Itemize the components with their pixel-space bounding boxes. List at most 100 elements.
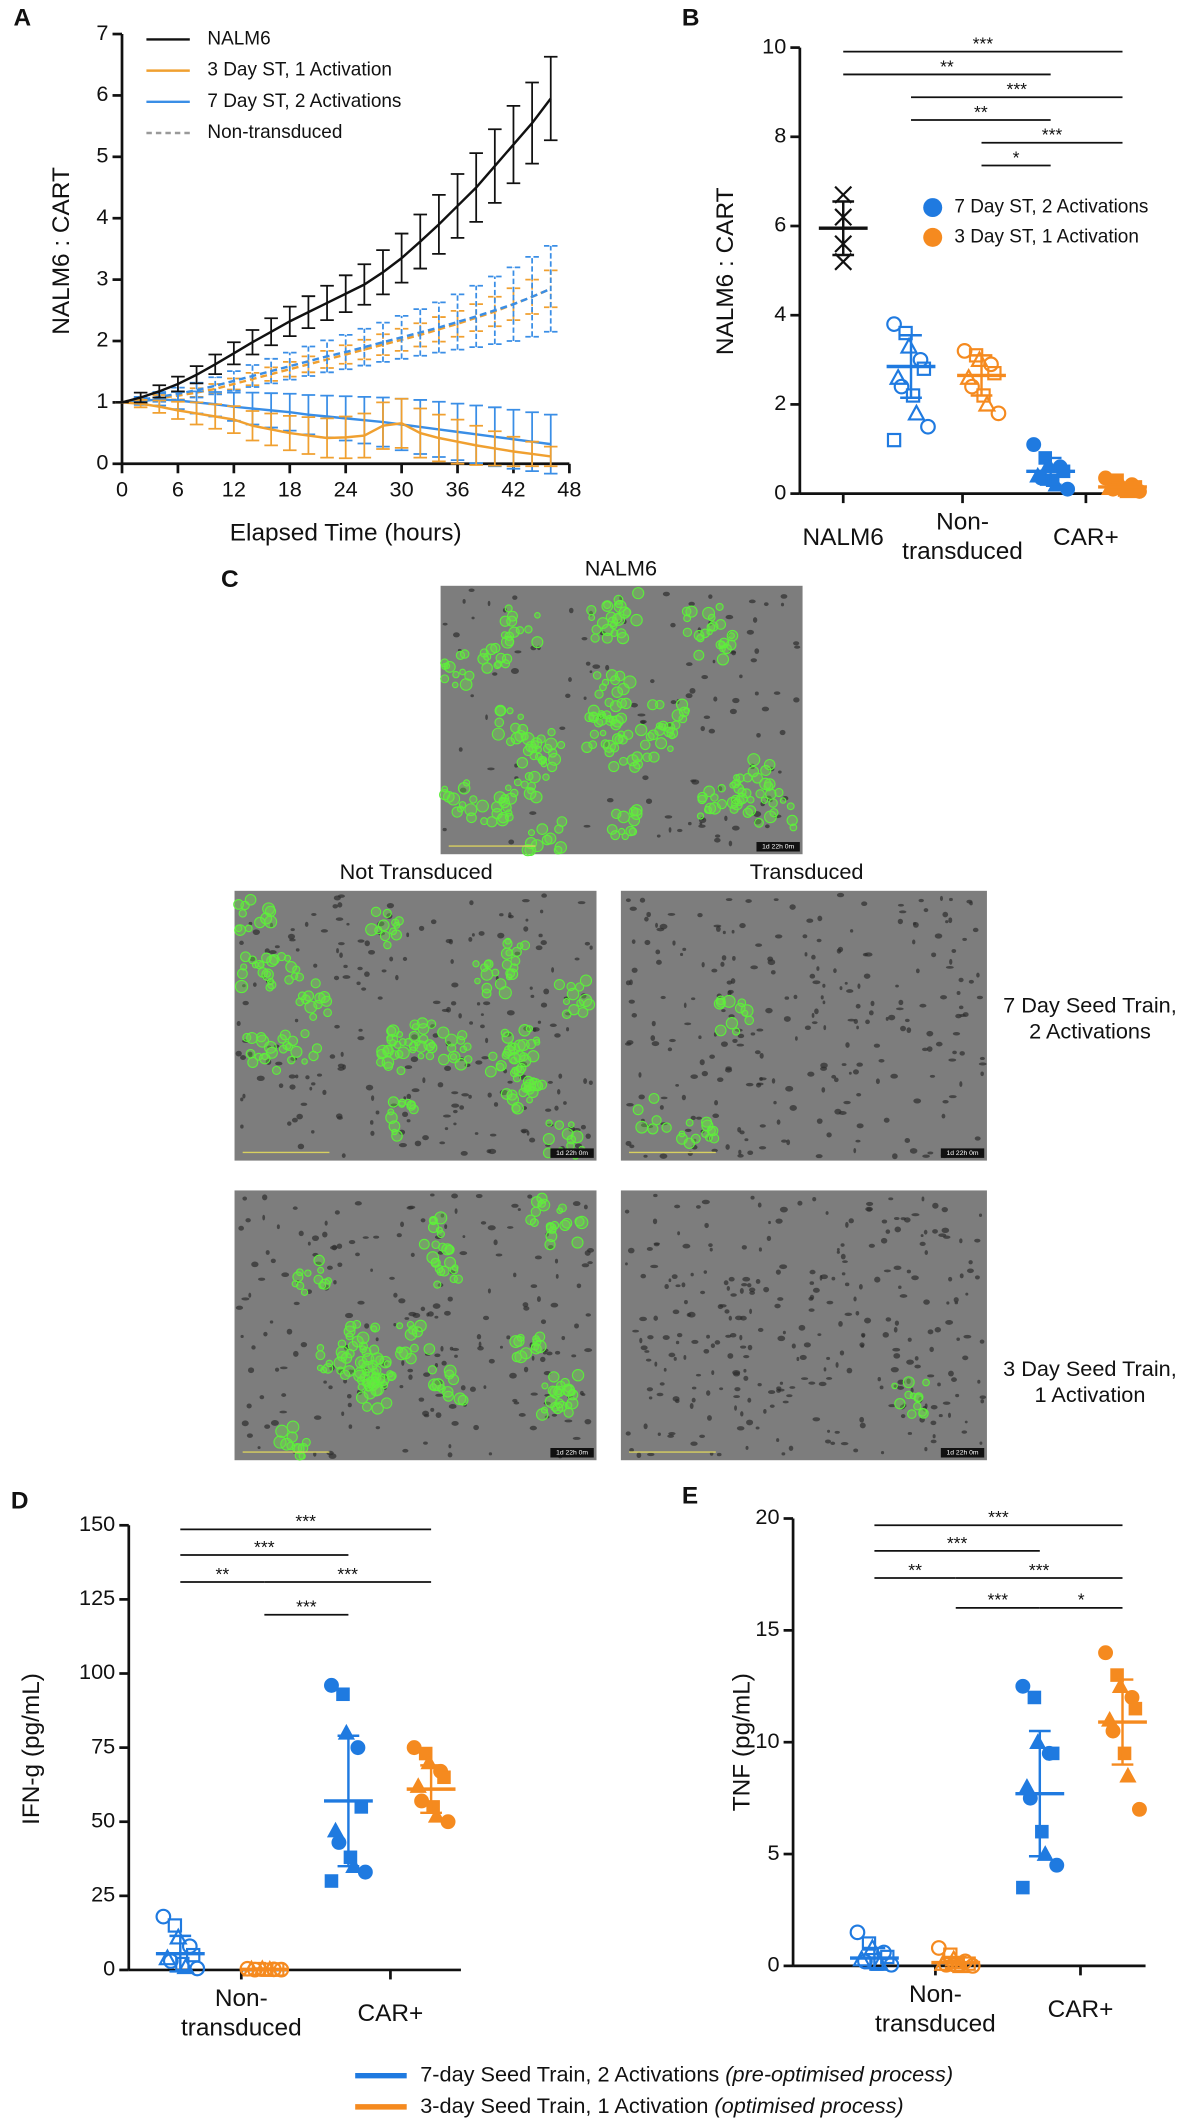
cell xyxy=(454,1208,458,1214)
cell xyxy=(833,968,837,974)
fluorescent-cell xyxy=(335,1345,349,1359)
text-line: 7 Day Seed Train, xyxy=(1003,992,1177,1017)
error-bar xyxy=(488,128,502,204)
fluorescent-cell xyxy=(682,627,693,638)
legend-label: 7 Day ST, 2 Activations xyxy=(207,91,401,112)
fluorescent-cell xyxy=(337,1339,347,1349)
error-bar xyxy=(469,424,483,466)
fluorescent-cell xyxy=(918,1408,929,1419)
fluorescent-cell xyxy=(300,1288,309,1296)
cell xyxy=(563,1101,567,1105)
cell xyxy=(857,983,861,989)
fluorescent-cell xyxy=(405,1352,417,1365)
fluorescent-cell xyxy=(480,817,489,826)
cell xyxy=(605,664,610,671)
text-line: 2 Activations xyxy=(1029,1018,1151,1043)
fluorescent-cell xyxy=(769,808,779,818)
fluorescent-cell xyxy=(700,1116,713,1128)
cell xyxy=(768,1390,776,1395)
cell xyxy=(802,934,808,939)
fluorescent-cell xyxy=(513,778,522,787)
cell xyxy=(675,1340,680,1345)
cell xyxy=(821,1087,826,1093)
fluorescent-cell xyxy=(437,1026,450,1039)
cell xyxy=(264,1424,271,1429)
fluorescent-cell xyxy=(622,607,632,617)
cell xyxy=(375,1426,381,1430)
fluorescent-cell xyxy=(441,663,449,670)
fluorescent-cell xyxy=(630,807,643,821)
fluorescent-cell xyxy=(715,997,726,1008)
cell xyxy=(241,1297,250,1301)
cell xyxy=(313,1415,322,1420)
cell xyxy=(935,1041,943,1047)
fluorescent-cell xyxy=(567,1121,575,1128)
cell xyxy=(683,1002,687,1009)
error-bar xyxy=(469,284,483,349)
cell xyxy=(699,1059,705,1066)
cell xyxy=(651,1041,660,1047)
sd-bar xyxy=(900,334,922,399)
cell xyxy=(681,1094,686,1101)
cell xyxy=(398,1143,407,1148)
fluorescent-cell xyxy=(606,824,618,835)
cell xyxy=(948,1370,954,1377)
cell xyxy=(440,1345,444,1352)
legend-entry: 3-day Seed Train, 1 Activation (optimise… xyxy=(420,2093,903,2118)
text-line: Non- xyxy=(215,1986,268,2013)
cell xyxy=(420,1306,426,1312)
cell xyxy=(468,936,473,942)
fluorescent-cell xyxy=(623,675,637,689)
point xyxy=(1105,1723,1121,1739)
fluorescent-cell xyxy=(744,1015,755,1026)
significance: *** xyxy=(296,1597,317,1617)
cell xyxy=(499,913,504,917)
fluorescent-cell xyxy=(481,988,492,999)
fluorescent-cell xyxy=(666,727,679,739)
cell xyxy=(856,1093,862,1097)
fluorescent-cell xyxy=(504,937,512,945)
fluorescent-cell xyxy=(379,930,391,942)
y-axis-label: NALM6 : CART xyxy=(48,167,75,335)
cell xyxy=(900,1025,907,1032)
fluorescent-cell xyxy=(441,785,449,793)
cell xyxy=(793,641,800,646)
cell xyxy=(699,1434,706,1439)
cell xyxy=(919,1241,926,1247)
cell xyxy=(644,1350,650,1353)
fluorescent-cell xyxy=(387,1108,395,1116)
cell xyxy=(434,1353,441,1358)
significance: *** xyxy=(988,1507,1009,1527)
cell xyxy=(398,1129,406,1135)
error-bar xyxy=(432,301,446,354)
cell xyxy=(684,1022,692,1026)
error-bar xyxy=(413,213,428,270)
cell xyxy=(838,1321,843,1327)
cell xyxy=(329,1054,336,1059)
cell xyxy=(848,1071,852,1075)
cell xyxy=(646,1247,653,1251)
point xyxy=(189,1960,206,1977)
cell xyxy=(966,899,973,904)
cell xyxy=(785,1085,794,1092)
cell xyxy=(841,1063,847,1067)
cell xyxy=(683,1300,688,1305)
fluorescent-cell xyxy=(267,980,277,990)
cell xyxy=(294,1018,299,1023)
cell xyxy=(977,1379,981,1384)
cell xyxy=(247,1367,255,1374)
cell xyxy=(430,919,437,925)
cell xyxy=(914,1356,919,1361)
cell xyxy=(734,1315,743,1321)
cell xyxy=(293,1301,300,1306)
fluorescent-cell xyxy=(459,649,470,659)
cell xyxy=(725,614,734,620)
cell xyxy=(897,903,905,907)
cell xyxy=(742,1276,751,1282)
cell xyxy=(487,1288,491,1294)
timestamp-bg xyxy=(550,1448,594,1458)
fluorescent-cell xyxy=(435,1226,443,1234)
y-tick-label: 15 xyxy=(755,1616,779,1641)
fluorescent-cell xyxy=(648,751,660,763)
cell xyxy=(305,1075,310,1080)
